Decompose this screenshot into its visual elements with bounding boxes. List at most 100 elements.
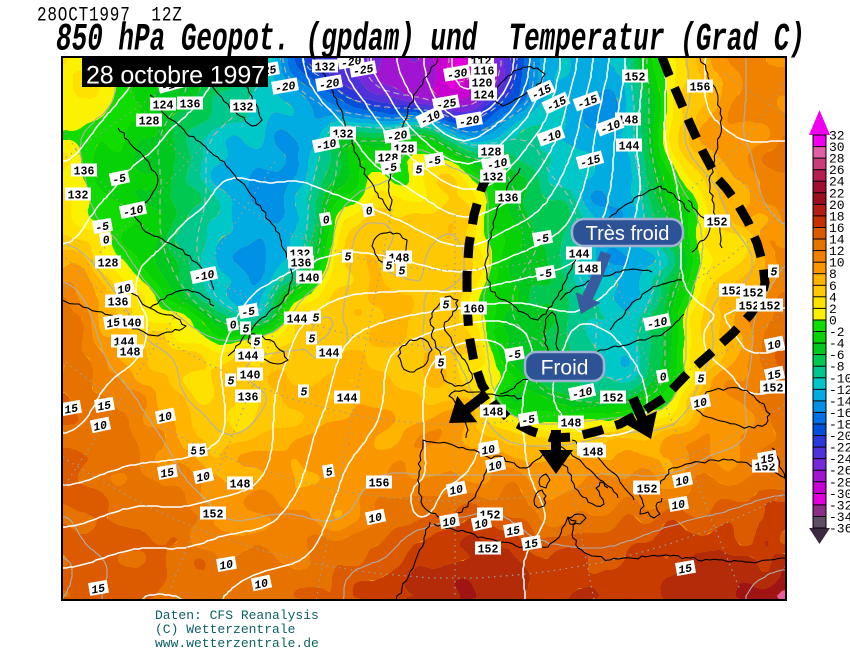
svg-text:128: 128 xyxy=(98,258,119,271)
svg-text:-20: -20 xyxy=(340,58,363,71)
svg-text:112: 112 xyxy=(471,58,492,69)
svg-text:22: 22 xyxy=(829,186,845,201)
svg-text:15: 15 xyxy=(766,368,782,384)
svg-text:2: 2 xyxy=(829,302,837,317)
svg-text:148: 148 xyxy=(561,418,582,431)
svg-text:-10: -10 xyxy=(193,268,216,285)
svg-text:-5: -5 xyxy=(506,348,522,363)
svg-text:136: 136 xyxy=(180,99,201,112)
svg-text:6: 6 xyxy=(829,279,837,294)
svg-text:136: 136 xyxy=(291,258,312,271)
svg-text:15: 15 xyxy=(90,582,106,597)
svg-text:5: 5 xyxy=(228,376,235,389)
svg-text:10: 10 xyxy=(116,282,132,298)
svg-text:10: 10 xyxy=(253,577,269,593)
svg-text:132: 132 xyxy=(483,172,504,185)
svg-text:152: 152 xyxy=(478,544,499,557)
svg-text:128: 128 xyxy=(139,116,160,129)
svg-text:132: 132 xyxy=(68,190,89,203)
svg-text:26: 26 xyxy=(829,163,845,178)
svg-text:10: 10 xyxy=(766,338,782,354)
svg-text:-25: -25 xyxy=(435,97,458,113)
svg-text:4: 4 xyxy=(829,290,837,305)
svg-text:152: 152 xyxy=(203,509,224,522)
svg-text:15: 15 xyxy=(105,316,121,331)
svg-text:-12: -12 xyxy=(829,383,850,398)
svg-text:124: 124 xyxy=(474,90,495,103)
svg-text:-20: -20 xyxy=(318,77,341,93)
svg-text:15: 15 xyxy=(523,537,539,552)
svg-text:15: 15 xyxy=(505,524,521,539)
svg-text:-10: -10 xyxy=(571,385,594,402)
svg-text:-10: -10 xyxy=(829,371,850,386)
svg-text:5: 5 xyxy=(416,165,423,178)
svg-text:5: 5 xyxy=(443,300,450,313)
svg-text:28: 28 xyxy=(829,152,845,167)
svg-text:30: 30 xyxy=(829,140,845,155)
svg-text:Très froid: Très froid xyxy=(586,223,670,245)
svg-text:-10: -10 xyxy=(646,315,669,332)
svg-text:140: 140 xyxy=(240,370,261,383)
svg-text:152: 152 xyxy=(603,393,624,406)
svg-text:-5: -5 xyxy=(94,220,110,235)
svg-text:5: 5 xyxy=(309,334,316,347)
svg-text:144: 144 xyxy=(569,249,590,262)
svg-text:0: 0 xyxy=(829,314,837,329)
svg-text:144: 144 xyxy=(287,314,308,327)
svg-text:-5: -5 xyxy=(534,232,550,247)
svg-text:15: 15 xyxy=(63,402,79,417)
svg-text:-6: -6 xyxy=(829,348,845,363)
svg-text:140: 140 xyxy=(121,318,142,331)
svg-text:152: 152 xyxy=(625,72,646,85)
svg-text:152: 152 xyxy=(763,383,784,396)
svg-text:-26: -26 xyxy=(829,464,850,479)
svg-text:0: 0 xyxy=(365,205,374,219)
svg-text:-10: -10 xyxy=(122,203,145,220)
svg-text:140: 140 xyxy=(299,273,320,286)
svg-text:136: 136 xyxy=(74,166,95,179)
svg-text:144: 144 xyxy=(238,351,259,364)
svg-text:136: 136 xyxy=(498,193,519,206)
svg-text:-28: -28 xyxy=(829,475,850,490)
svg-text:144: 144 xyxy=(619,141,640,154)
svg-text:10: 10 xyxy=(218,558,234,573)
svg-text:156: 156 xyxy=(690,82,711,95)
svg-text:-5: -5 xyxy=(426,154,442,169)
svg-text:5: 5 xyxy=(198,445,207,459)
svg-text:132: 132 xyxy=(315,62,336,75)
svg-text:-15: -15 xyxy=(579,153,602,171)
svg-text:15: 15 xyxy=(677,562,693,577)
svg-text:-4: -4 xyxy=(829,337,845,352)
svg-text:-24: -24 xyxy=(829,452,850,467)
svg-text:10: 10 xyxy=(157,410,173,426)
svg-text:-20: -20 xyxy=(386,129,409,145)
svg-text:Froid: Froid xyxy=(541,357,589,380)
svg-text:-22: -22 xyxy=(829,441,850,456)
svg-text:10: 10 xyxy=(829,256,845,271)
svg-text:124: 124 xyxy=(153,100,174,113)
svg-text:12: 12 xyxy=(829,244,845,259)
svg-text:136: 136 xyxy=(238,392,259,405)
svg-text:152: 152 xyxy=(760,301,781,314)
svg-text:24: 24 xyxy=(829,175,845,190)
svg-text:-5: -5 xyxy=(537,267,553,282)
svg-text:10: 10 xyxy=(487,459,503,475)
svg-text:152: 152 xyxy=(739,301,760,314)
svg-text:10: 10 xyxy=(674,474,690,490)
svg-text:136: 136 xyxy=(108,297,129,310)
svg-text:160: 160 xyxy=(464,304,485,317)
svg-text:148: 148 xyxy=(483,407,504,420)
svg-text:148: 148 xyxy=(230,479,251,492)
svg-text:-10: -10 xyxy=(315,137,338,154)
svg-text:10: 10 xyxy=(92,419,108,435)
svg-text:-5: -5 xyxy=(382,161,398,176)
svg-text:8: 8 xyxy=(829,267,837,282)
svg-text:15: 15 xyxy=(96,399,112,414)
svg-text:5: 5 xyxy=(243,324,250,337)
svg-text:-30: -30 xyxy=(829,487,850,502)
svg-text:0: 0 xyxy=(102,234,111,248)
svg-text:20: 20 xyxy=(829,198,845,213)
svg-text:10: 10 xyxy=(195,470,211,486)
svg-text:-2: -2 xyxy=(829,325,845,340)
svg-text:120: 120 xyxy=(472,78,493,91)
